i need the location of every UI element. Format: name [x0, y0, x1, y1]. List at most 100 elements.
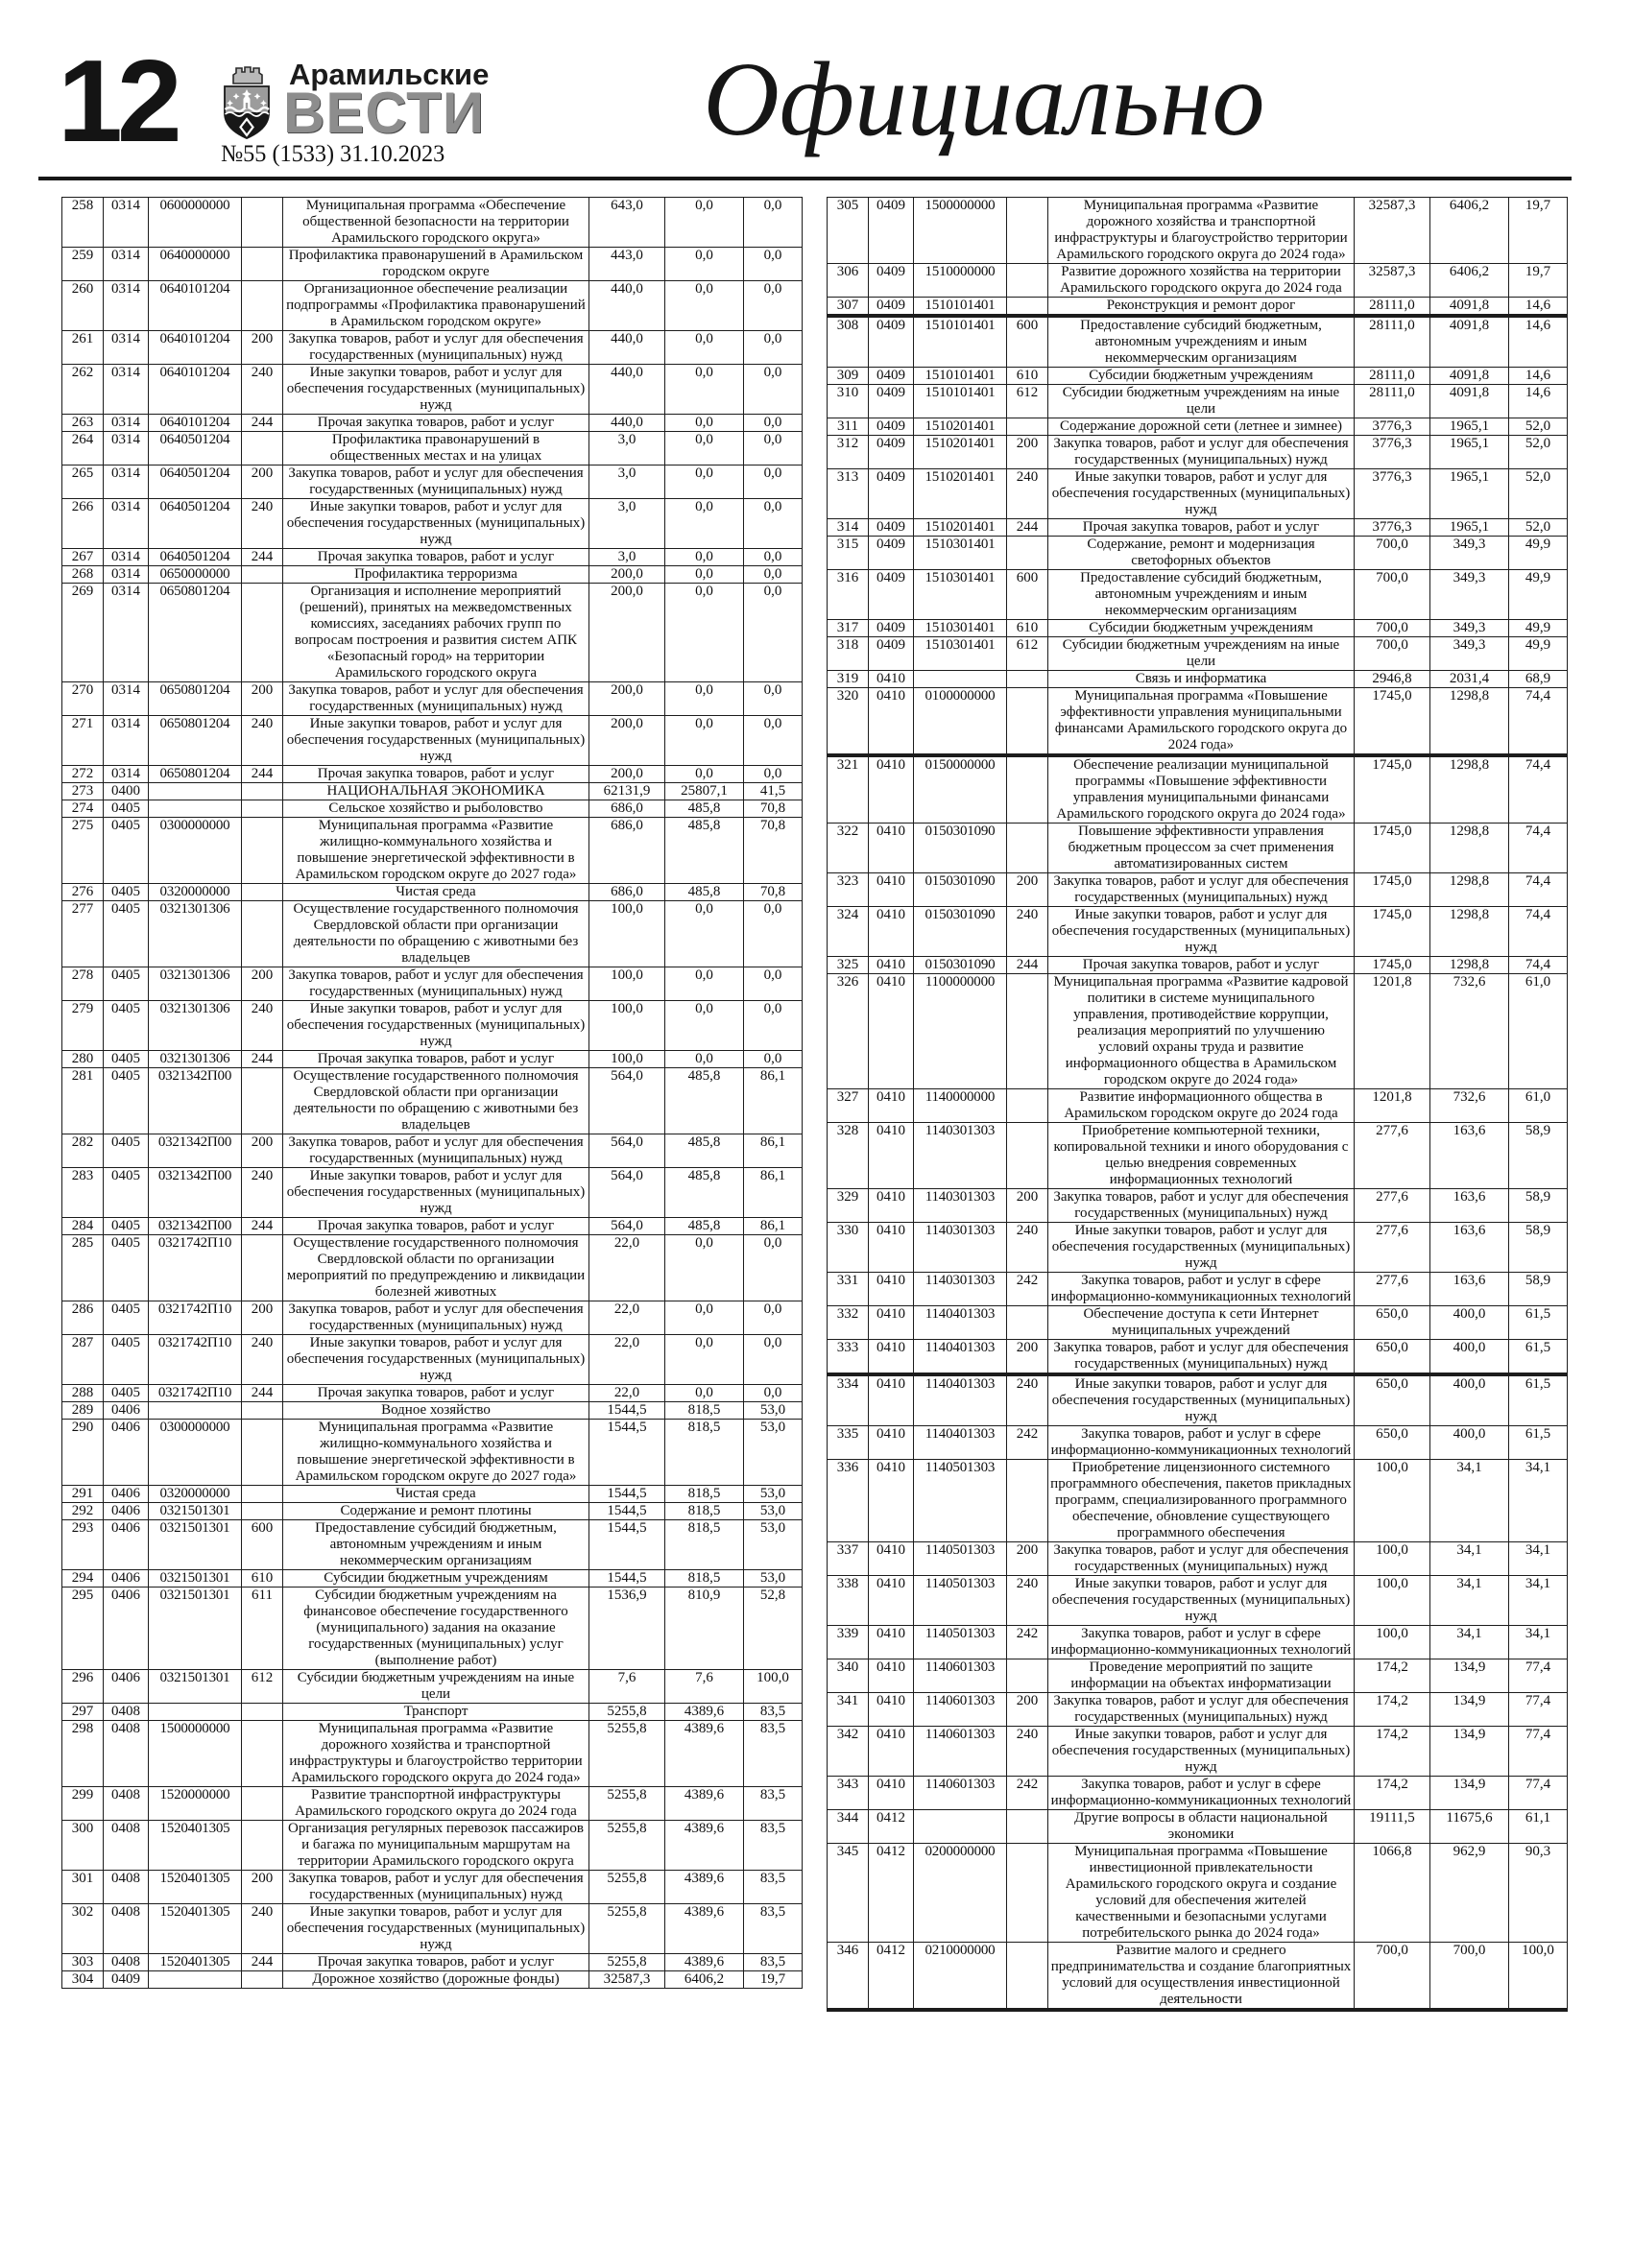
- executed-cell: 485,8: [664, 1167, 744, 1218]
- expense-name-cell: Субсидии бюджетным учреждениям на иные ц…: [282, 1669, 589, 1704]
- razdel-code-cell: 0409: [868, 297, 914, 318]
- table-row: 327 0410 1140000000 Развитие информационног…: [827, 1088, 1568, 1123]
- expense-name-cell: Иные закупки товаров, работ и услуг для …: [1047, 1726, 1355, 1777]
- row-number-cell: 339: [827, 1625, 869, 1659]
- plan-cell: 1201,8: [1354, 1088, 1430, 1123]
- razdel-code-cell: 0409: [868, 263, 914, 298]
- plan-cell: 440,0: [588, 330, 665, 365]
- razdel-code-cell: 0410: [868, 1373, 914, 1426]
- table-row: 313 0409 1510201401 240 Иные закупки товаров…: [827, 468, 1568, 519]
- percent-cell: 19,7: [743, 1970, 803, 1989]
- plan-cell: 100,0: [588, 900, 665, 967]
- executed-cell: 0,0: [664, 583, 744, 682]
- percent-cell: 0,0: [743, 330, 803, 365]
- razdel-code-cell: 0406: [103, 1519, 149, 1570]
- percent-cell: 0,0: [743, 1050, 803, 1068]
- plan-cell: 1544,5: [588, 1419, 665, 1486]
- executed-cell: 4389,6: [664, 1870, 744, 1904]
- expense-name-cell: Муниципальная программа «Повышение эффек…: [1047, 687, 1355, 757]
- table-row: 282 0405 0321342П00 200 Закупка товаров, раб…: [61, 1134, 803, 1168]
- target-article-cell: 0640101204: [148, 414, 242, 432]
- expense-kind-cell: 200: [241, 1870, 283, 1904]
- plan-cell: 700,0: [1354, 569, 1430, 620]
- executed-cell: 1298,8: [1429, 687, 1509, 757]
- row-number-cell: 311: [827, 418, 869, 436]
- expense-kind-cell: 600: [1006, 315, 1048, 368]
- razdel-code-cell: 0314: [103, 247, 149, 281]
- target-article-cell: 0640000000: [148, 247, 242, 281]
- table-row: 329 0410 1140301303 200 Закупка товаров, раб…: [827, 1188, 1568, 1223]
- razdel-code-cell: 0405: [103, 900, 149, 967]
- executed-cell: 1965,1: [1429, 418, 1509, 436]
- razdel-code-cell: 0405: [103, 1167, 149, 1218]
- razdel-code-cell: 0410: [868, 1541, 914, 1576]
- target-article-cell: 1140501303: [913, 1459, 1007, 1542]
- row-number-cell: 333: [827, 1339, 869, 1376]
- expense-kind-cell: 240: [241, 364, 283, 415]
- table-row: 334 0410 1140401303 240 Иные закупки товаров…: [827, 1373, 1568, 1426]
- table-row: 295 0406 0321501301 611 Субсидии бюджетным у…: [61, 1587, 803, 1670]
- expense-name-cell: Дорожное хозяйство (дорожные фонды): [282, 1970, 589, 1989]
- row-number-cell: 300: [61, 1820, 104, 1871]
- executed-cell: 818,5: [664, 1519, 744, 1570]
- expense-name-cell: Чистая среда: [282, 1485, 589, 1503]
- executed-cell: 0,0: [664, 1000, 744, 1051]
- target-article-cell: 1140401303: [913, 1425, 1007, 1460]
- expense-name-cell: Прочая закупка товаров, работ и услуг: [282, 414, 589, 432]
- percent-cell: 86,1: [743, 1067, 803, 1134]
- percent-cell: 34,1: [1508, 1575, 1568, 1626]
- razdel-code-cell: 0314: [103, 364, 149, 415]
- expense-kind-cell: 240: [241, 1903, 283, 1954]
- table-row: 337 0410 1140501303 200 Закупка товаров, раб…: [827, 1541, 1568, 1576]
- percent-cell: 74,4: [1508, 906, 1568, 957]
- row-number-cell: 341: [827, 1692, 869, 1727]
- plan-cell: 564,0: [588, 1067, 665, 1134]
- target-article-cell: 1510101401: [913, 367, 1007, 385]
- executed-cell: 485,8: [664, 1067, 744, 1134]
- plan-cell: 1536,9: [588, 1587, 665, 1670]
- plan-cell: 277,6: [1354, 1188, 1430, 1223]
- row-number-cell: 273: [61, 782, 104, 800]
- plan-cell: 22,0: [588, 1334, 665, 1385]
- expense-kind-cell: [1006, 197, 1048, 264]
- razdel-code-cell: 0405: [103, 1384, 149, 1402]
- razdel-code-cell: 0410: [868, 1726, 914, 1777]
- razdel-code-cell: 0314: [103, 330, 149, 365]
- plan-cell: 1745,0: [1354, 754, 1430, 824]
- razdel-code-cell: 0409: [868, 518, 914, 537]
- expense-name-cell: Муниципальная программа «Развитие дорожн…: [282, 1720, 589, 1787]
- table-row: 290 0406 0300000000 Муниципальная программа…: [61, 1419, 803, 1486]
- executed-cell: 134,9: [1429, 1692, 1509, 1727]
- expense-name-cell: Муниципальная программа «Развитие кадров…: [1047, 973, 1355, 1089]
- executed-cell: 4389,6: [664, 1903, 744, 1954]
- plan-cell: 1066,8: [1354, 1843, 1430, 1943]
- target-article-cell: 1140000000: [913, 1088, 1007, 1123]
- plan-cell: 5255,8: [588, 1703, 665, 1721]
- razdel-code-cell: 0314: [103, 465, 149, 499]
- target-article-cell: 1140601303: [913, 1726, 1007, 1777]
- executed-cell: 34,1: [1429, 1575, 1509, 1626]
- expense-name-cell: Муниципальная программа «Развитие дорожн…: [1047, 197, 1355, 264]
- target-article-cell: 0650801204: [148, 765, 242, 783]
- expense-name-cell: Водное хозяйство: [282, 1401, 589, 1420]
- expense-name-cell: Реконструкция и ремонт дорог: [1047, 297, 1355, 318]
- table-row: 300 0408 1520401305 Организация регулярных …: [61, 1820, 803, 1871]
- row-number-cell: 329: [827, 1188, 869, 1223]
- expense-kind-cell: 200: [241, 681, 283, 716]
- percent-cell: 70,8: [743, 883, 803, 901]
- row-number-cell: 336: [827, 1459, 869, 1542]
- razdel-code-cell: 0410: [868, 1272, 914, 1306]
- razdel-code-cell: 0410: [868, 1425, 914, 1460]
- expense-kind-cell: 612: [1006, 636, 1048, 671]
- expense-name-cell: Закупка товаров, работ и услуг в сфере и…: [1047, 1625, 1355, 1659]
- percent-cell: 77,4: [1508, 1726, 1568, 1777]
- razdel-code-cell: 0410: [868, 1305, 914, 1340]
- table-row: 260 0314 0640101204 Организационное обеспеч…: [61, 280, 803, 331]
- percent-cell: 58,9: [1508, 1122, 1568, 1189]
- percent-cell: 83,5: [743, 1870, 803, 1904]
- razdel-code-cell: 0409: [868, 435, 914, 469]
- razdel-code-cell: 0410: [868, 872, 914, 907]
- plan-cell: 5255,8: [588, 1820, 665, 1871]
- executed-cell: 485,8: [664, 1217, 744, 1235]
